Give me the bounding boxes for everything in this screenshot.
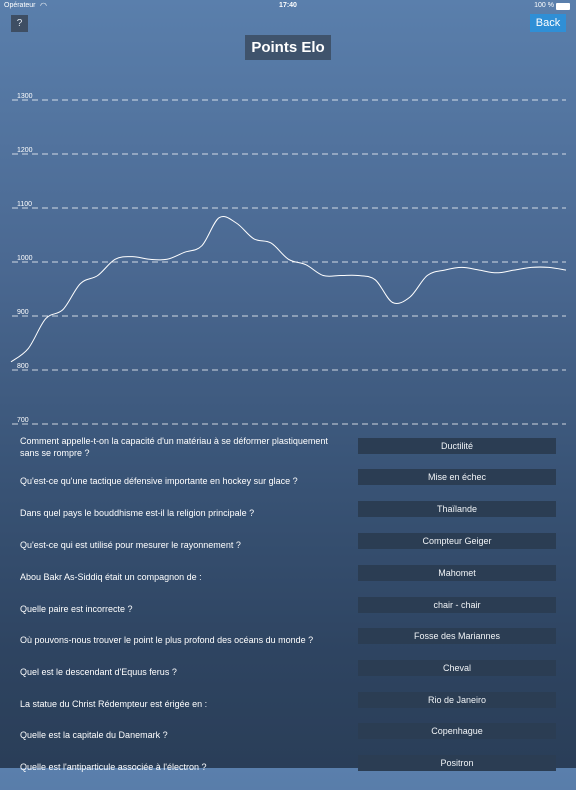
- y-tick-label: 700: [17, 417, 29, 424]
- question-row: Quelle est la capitale du Danemark ? Cope…: [0, 723, 576, 758]
- answer-box: Thaïlande: [358, 501, 556, 517]
- question-text: Quel est le descendant d'Equus ferus ?: [20, 667, 177, 677]
- elo-chart: 1300 1200 1100 1000 900 800 700: [10, 93, 567, 425]
- answer-box: Compteur Geiger: [358, 533, 556, 549]
- question-row: Quelle paire est incorrecte ? chair - cha…: [0, 597, 576, 632]
- answer-box: chair - chair: [358, 597, 556, 613]
- help-button[interactable]: ?: [11, 15, 28, 32]
- back-button[interactable]: Back: [530, 14, 566, 32]
- question-text: Quelle paire est incorrecte ?: [20, 604, 133, 614]
- question-text: Comment appelle-t-on la capacité d'un ma…: [20, 436, 328, 458]
- question-text: La statue du Christ Rédempteur est érigé…: [20, 699, 208, 709]
- question-row: Dans quel pays le bouddhisme est-il la r…: [0, 501, 576, 536]
- question-text: Qu'est-ce qu'une tactique défensive impo…: [20, 476, 298, 486]
- question-row: La statue du Christ Rédempteur est érigé…: [0, 692, 576, 727]
- question-text: Dans quel pays le bouddhisme est-il la r…: [20, 508, 255, 518]
- question-row: Où pouvons-nous trouver le point le plus…: [0, 628, 576, 663]
- question-row: Quel est le descendant d'Equus ferus ? Ch…: [0, 660, 576, 695]
- question-row: Comment appelle-t-on la capacité d'un ma…: [0, 433, 576, 463]
- page-title: Points Elo: [245, 35, 331, 60]
- carrier-label: Opérateur: [4, 2, 36, 9]
- question-text: Où pouvons-nous trouver le point le plus…: [20, 635, 314, 645]
- status-bar: Opérateur ◠ 17:40 100 %: [0, 0, 576, 12]
- y-tick-label: 800: [17, 363, 29, 370]
- y-tick-label: 900: [17, 309, 29, 316]
- answer-box: Rio de Janeiro: [358, 692, 556, 708]
- question-text: Qu'est-ce qui est utilisé pour mesurer l…: [20, 540, 241, 550]
- question-row: Qu'est-ce qu'une tactique défensive impo…: [0, 469, 576, 504]
- answer-box: Cheval: [358, 660, 556, 676]
- y-tick-label: 1300: [17, 93, 33, 100]
- elo-line: [10, 215, 567, 363]
- y-tick-label: 1000: [17, 255, 33, 262]
- answer-box: Mise en échec: [358, 469, 556, 485]
- answer-box: Fosse des Mariannes: [358, 628, 556, 644]
- battery-percent: 100 %: [534, 2, 554, 9]
- question-text: Abou Bakr As-Siddiq était un compagnon d…: [20, 572, 202, 582]
- question-row: Abou Bakr As-Siddiq était un compagnon d…: [0, 565, 576, 600]
- battery-icon: [556, 3, 570, 10]
- answer-box: Ductilité: [358, 438, 556, 454]
- y-tick-label: 1200: [17, 147, 33, 154]
- question-text: Quelle est l'antiparticule associée à l'…: [20, 762, 207, 772]
- y-tick-label: 1100: [17, 201, 32, 208]
- answer-box: Mahomet: [358, 565, 556, 581]
- wifi-icon: ◠: [40, 1, 47, 10]
- question-row: Quelle est l'antiparticule associée à l'…: [0, 755, 576, 790]
- answer-box: Copenhague: [358, 723, 556, 739]
- answer-box: Positron: [358, 755, 556, 771]
- question-text: Quelle est la capitale du Danemark ?: [20, 730, 168, 740]
- clock: 17:40: [279, 2, 297, 9]
- question-row: Qu'est-ce qui est utilisé pour mesurer l…: [0, 533, 576, 568]
